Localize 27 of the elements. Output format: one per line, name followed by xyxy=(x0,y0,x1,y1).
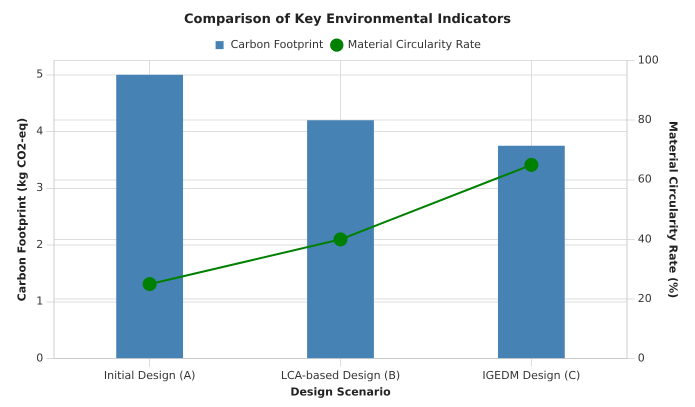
y2-tick-label: 0 xyxy=(638,351,645,364)
y-tick-label: 5 xyxy=(36,68,44,81)
y-axis-title: Carbon Footprint (kg CO2-eq) xyxy=(15,118,28,302)
x-tick-label: LCA-based Design (B) xyxy=(280,369,400,382)
chart-title: Comparison of Key Environmental Indicators xyxy=(184,12,512,28)
legend-label: Material Circularity Rate xyxy=(348,38,482,51)
y-tick-label: 3 xyxy=(36,181,44,194)
x-tick-label: IGEDM Design (C) xyxy=(482,369,580,382)
bar xyxy=(498,146,565,358)
y-tick-label: 0 xyxy=(36,351,44,364)
x-tick-label: Initial Design (A) xyxy=(104,369,196,382)
y2-tick-label: 100 xyxy=(638,53,659,66)
y2-axis-title: Material Circularity Rate (%) xyxy=(666,121,680,298)
legend-label: Carbon Footprint xyxy=(230,38,324,51)
y-tick-label: 2 xyxy=(36,238,44,251)
bar xyxy=(307,120,374,358)
y2-tick-label: 60 xyxy=(638,172,652,186)
point xyxy=(524,158,538,172)
bar xyxy=(116,74,184,358)
y-tick-label: 1 xyxy=(36,294,44,308)
point xyxy=(142,277,157,292)
y2-tick-label: 40 xyxy=(638,232,652,246)
y2-tick-label: 20 xyxy=(638,292,652,305)
y2-tick-label: 80 xyxy=(638,113,652,126)
point xyxy=(334,232,348,246)
y-tick-label: 4 xyxy=(36,124,44,138)
x-axis-title: Design Scenario xyxy=(290,385,392,398)
